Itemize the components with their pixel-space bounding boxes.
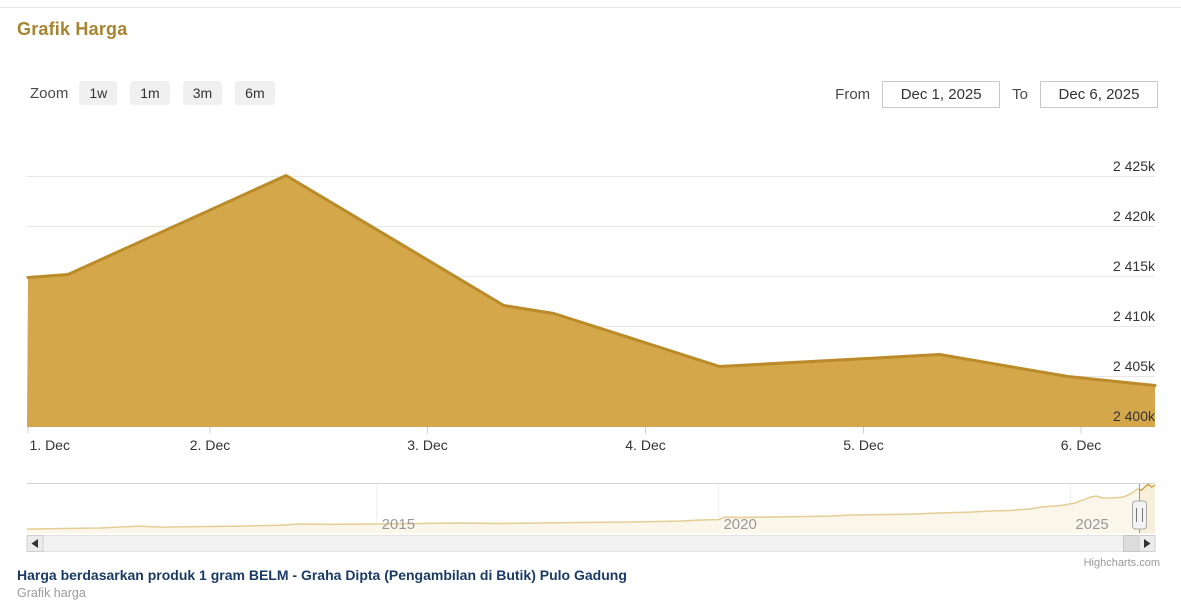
zoom-label: Zoom [30, 84, 69, 102]
navigator-mask [27, 484, 1140, 534]
y-axis-label: 2 410k [1113, 308, 1156, 324]
navigator-area-fill [27, 484, 1155, 534]
navigator-year-label: 2020 [723, 516, 756, 533]
navigator-year-labels: 2015 2020 2025 [382, 516, 1109, 533]
scrollbar-left-arrow-icon [31, 539, 38, 548]
highcharts-credits[interactable]: Highcharts.com [1084, 557, 1160, 569]
to-date-input[interactable] [1040, 81, 1158, 108]
zoom-toolbar: Zoom 1w 1m 3m 6m [30, 81, 288, 105]
scrollbar-right-button[interactable] [1138, 535, 1156, 552]
chart-footer-title: Harga berdasarkan produk 1 gram BELM - G… [17, 567, 627, 583]
x-axis-label: 3. Dec [407, 437, 447, 453]
navigator-handle[interactable] [1132, 500, 1147, 530]
navigator-series [26, 483, 1156, 534]
navigator-handle-grip[interactable] [1132, 500, 1147, 530]
to-label: To [1012, 86, 1028, 103]
x-axis-label: 5. Dec [843, 437, 883, 453]
scrollbar-right-arrow-icon [1144, 539, 1151, 548]
navigator[interactable]: 2015 2020 2025 [26, 483, 1156, 534]
page-title: Grafik Harga [17, 19, 128, 39]
x-axis-label: 2. Dec [190, 437, 230, 453]
y-axis-label: 2 420k [1113, 208, 1156, 224]
y-axis-label: 2 425k [1113, 158, 1156, 174]
top-divider [0, 7, 1181, 8]
y-axis-labels: 2 400k 2 405k 2 410k 2 415k 2 420k 2 425k [1113, 158, 1156, 424]
zoom-preset-1m[interactable]: 1m [130, 81, 170, 105]
scrollbar-left-button[interactable] [26, 535, 44, 552]
scrollbar-track[interactable] [26, 535, 1156, 552]
price-area-fill [27, 175, 1155, 427]
x-axis-label: 4. Dec [625, 437, 665, 453]
from-label: From [835, 86, 871, 103]
zoom-preset-1w[interactable]: 1w [79, 81, 118, 105]
x-axis-label: 1. Dec [30, 437, 70, 453]
y-axis-label: 2 405k [1113, 358, 1156, 374]
navigator-year-label: 2025 [1075, 516, 1108, 533]
scrollbar[interactable] [26, 535, 1156, 552]
main-plot-area[interactable] [27, 128, 1155, 427]
price-line [26, 174, 1157, 387]
chart-footer-subtitle: Grafik harga [17, 586, 86, 600]
navigator-line [26, 483, 1156, 530]
y-axis-label: 2 415k [1113, 258, 1156, 274]
y-axis-label: 2 400k [1113, 408, 1156, 424]
from-date-input[interactable] [882, 81, 1001, 108]
zoom-preset-6m[interactable]: 6m [235, 81, 275, 105]
navigator-year-label: 2015 [382, 516, 415, 533]
price-area-series [26, 174, 1157, 427]
x-axis: 1. Dec 2. Dec 3. Dec 4. Dec 5. Dec 6. Dec [27, 427, 1101, 453]
zoom-preset-3m[interactable]: 3m [182, 81, 223, 105]
x-axis-label: 6. Dec [1061, 437, 1101, 453]
scrollbar-thumb[interactable] [1123, 535, 1140, 552]
date-range-bar: From To [823, 81, 1158, 108]
